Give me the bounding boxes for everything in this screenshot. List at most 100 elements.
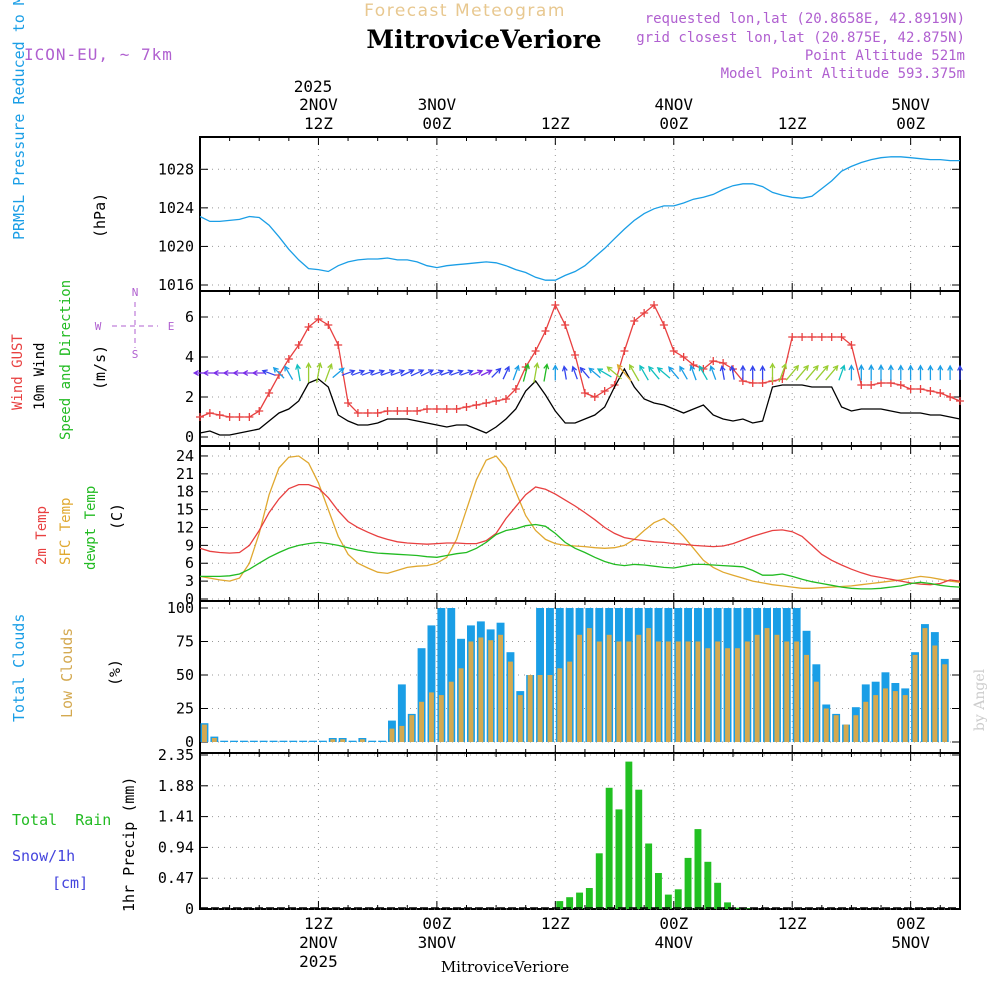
wind-direction-arrow <box>380 369 396 376</box>
gust-marker <box>541 327 550 335</box>
wind-direction-arrow <box>897 364 904 381</box>
total-cloud-bar <box>299 740 308 742</box>
low-cloud-bar <box>478 637 484 742</box>
wind-direction-arrow <box>579 366 590 379</box>
low-cloud-bar <box>715 641 721 742</box>
compass-rose: W E N S <box>95 286 175 361</box>
wind-direction-arrow <box>522 363 530 382</box>
wind-direction-arrow <box>480 369 493 377</box>
gust-marker <box>590 393 599 401</box>
wind-direction-arrow <box>848 364 855 381</box>
y-tick-label: 1020 <box>158 237 194 255</box>
wind-direction-arrow <box>907 364 914 381</box>
wind-direction-arrow <box>272 366 285 379</box>
panel-0: 1016 1020 1024 1028 <box>158 136 961 294</box>
gust-marker <box>511 385 520 393</box>
y-tick-label: 25 <box>176 700 194 718</box>
wind-direction-arrow <box>324 363 333 382</box>
gust-marker <box>620 347 629 355</box>
bottom-date-label: 5NOV <box>891 933 930 952</box>
bottom-date-label: 3NOV <box>418 933 457 952</box>
wind-direction-arrow <box>596 368 612 378</box>
rain-bar <box>714 882 722 909</box>
top-date-label: 2NOV <box>299 95 338 114</box>
wind-gust-label: Wind GUST <box>10 334 26 410</box>
wind-direction-arrow <box>815 364 829 381</box>
footer-location: MitroviceVeriore <box>441 958 569 976</box>
wind-direction-arrow <box>460 369 474 376</box>
low-cloud-bar <box>202 724 207 742</box>
wind-direction-arrow <box>512 364 520 381</box>
gust-marker <box>551 301 560 309</box>
temp-2m-label: 2m Temp <box>34 506 50 565</box>
wind-direction-arrow <box>878 364 884 381</box>
wind-direction-arrow <box>698 365 708 381</box>
y-tick-label: 1024 <box>158 199 194 217</box>
low-cloud-bar <box>843 724 849 742</box>
total-clouds-label: Total Clouds <box>10 614 28 722</box>
gust-marker <box>353 409 362 417</box>
wind-direction-arrow <box>679 365 688 380</box>
gust-marker <box>363 409 372 417</box>
y-tick-label: 6 <box>185 554 194 572</box>
model-point-altitude: Model Point Altitude 593.375m <box>721 66 965 82</box>
low-cloud-bar <box>547 675 553 742</box>
gust-marker <box>452 405 461 413</box>
y-tick-label: 0 <box>185 428 194 446</box>
gust-marker <box>294 341 303 349</box>
gust-marker <box>531 347 540 355</box>
y-tick-label: 50 <box>176 666 194 684</box>
bottom-date-label: 4NOV <box>655 933 694 952</box>
gust-marker <box>817 333 826 341</box>
wind-direction-arrow <box>639 364 649 381</box>
low-cloud-bar <box>606 634 612 742</box>
gust-marker <box>946 393 955 401</box>
low-cloud-bar <box>675 641 681 742</box>
temp-2m-line <box>199 483 961 586</box>
wind-direction-arrow <box>927 364 934 381</box>
rain-bar <box>635 789 643 909</box>
total-cloud-bar <box>348 740 357 742</box>
wind-direction-arrow <box>838 364 846 381</box>
total-rain-label: Total Rain <box>12 811 111 829</box>
total-cloud-bar <box>378 740 387 742</box>
gust-marker <box>758 379 767 387</box>
chart-subtitle: Forecast Meteogram <box>364 1 566 21</box>
gust-marker <box>709 357 718 365</box>
rain-bar <box>605 787 613 909</box>
low-cloud-bar <box>557 668 563 742</box>
low-cloud-bar <box>784 641 790 742</box>
gust-marker <box>847 341 856 349</box>
low-cloud-bar <box>429 692 434 742</box>
wind-direction-arrow <box>295 363 301 382</box>
wind-direction-arrow <box>552 364 559 381</box>
bottom-hour-label: 12Z <box>304 914 333 933</box>
low-cloud-bar <box>508 661 513 742</box>
low-cloud-bar <box>902 695 908 742</box>
wind-direction-arrow <box>588 367 601 379</box>
gust-marker <box>482 399 491 407</box>
y-tick-label: 15 <box>176 501 194 519</box>
low-cloud-bar <box>863 701 869 742</box>
gust-marker <box>669 347 678 355</box>
total-cloud-bar <box>240 740 248 742</box>
rain-bar <box>585 888 593 909</box>
gust-marker <box>423 405 432 413</box>
rain-bar <box>664 894 672 909</box>
low-cloud-bar <box>527 675 533 742</box>
gust-marker <box>580 389 589 397</box>
low-cloud-bar <box>468 641 474 742</box>
gust-marker <box>393 407 402 415</box>
wind-direction-arrow <box>616 363 632 382</box>
wind-dir-label: Speed and Direction <box>58 280 74 440</box>
gust-marker <box>442 405 451 413</box>
wind-10m-label: 10m Wind <box>32 343 48 410</box>
low-cloud-bar <box>517 695 523 742</box>
low-cloud-bar <box>488 640 494 742</box>
wind-direction-arrow <box>769 362 776 383</box>
compass-west: W <box>95 320 102 333</box>
gust-marker <box>344 399 353 407</box>
rain-bar <box>724 902 731 909</box>
rain-bar <box>674 889 682 909</box>
low-cloud-bar <box>330 739 336 742</box>
